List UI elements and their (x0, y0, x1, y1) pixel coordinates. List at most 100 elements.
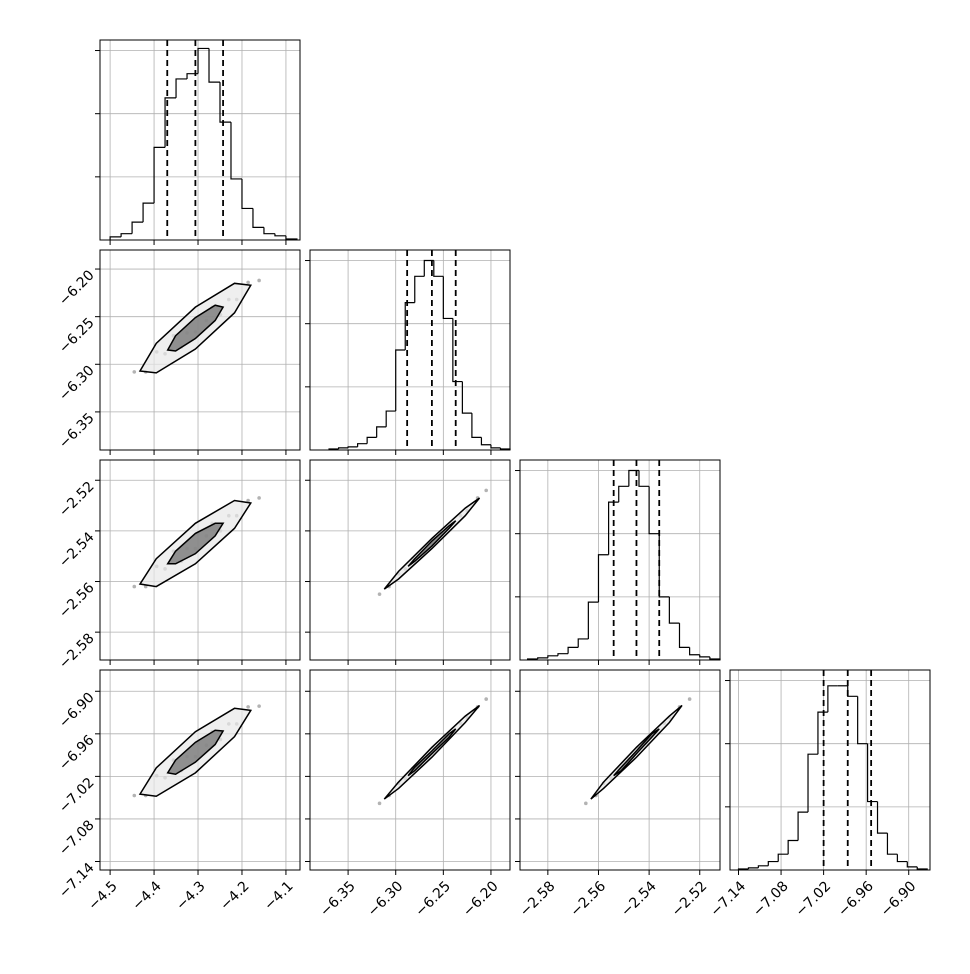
hist-step (537, 657, 548, 659)
hist-step (876, 801, 888, 834)
hist-step (347, 446, 358, 448)
hist-step (847, 685, 858, 697)
x-tick-label: −6.20 (460, 878, 502, 920)
sample-point (132, 793, 137, 798)
hist-step (906, 861, 918, 868)
sample-point (132, 584, 137, 589)
y-tick-label: −6.25 (56, 315, 98, 357)
hist-step (689, 647, 700, 656)
panel-frame (519, 669, 721, 871)
hist-step (587, 601, 599, 639)
hist-step (597, 554, 609, 603)
hist-step (567, 646, 579, 654)
hist-step (461, 381, 472, 414)
hist-step (452, 318, 463, 383)
panel-frame (99, 459, 301, 661)
hist-step (404, 302, 415, 350)
x-tick-label: −7.02 (793, 878, 835, 920)
hist-step (557, 653, 569, 656)
x-tick-label: −2.58 (517, 878, 559, 920)
hist-step (628, 469, 639, 487)
hist-step (658, 533, 670, 598)
panel-frame (309, 459, 511, 661)
hist-step (480, 437, 491, 446)
contour (166, 729, 225, 776)
hist-step (197, 47, 210, 74)
hist-step (827, 685, 838, 713)
sample-point (377, 592, 382, 596)
y-tick-label: −7.08 (56, 817, 98, 859)
hist-step (547, 655, 558, 658)
hist-step (767, 860, 779, 866)
sample-point (132, 370, 137, 374)
sample-point (246, 705, 250, 709)
x-tick-label: −4.1 (261, 878, 296, 913)
hist-step (638, 470, 650, 487)
x-tick-label: −4.5 (85, 878, 120, 913)
hist-step (414, 275, 425, 303)
y-tick-label: −6.30 (56, 363, 98, 405)
x-tick-label: −6.96 (835, 878, 877, 920)
panel-frame (99, 39, 301, 241)
hist-step (142, 202, 155, 223)
hist-step (230, 122, 242, 180)
hist-step (668, 596, 680, 624)
hist-step (618, 485, 629, 503)
sample-point (484, 697, 488, 701)
hist-step (807, 753, 818, 813)
y-tick-label: −6.35 (56, 410, 98, 452)
hist-step (153, 146, 166, 204)
y-tick-label: −7.02 (56, 775, 98, 817)
hist-step (109, 236, 122, 240)
x-tick-label: −2.54 (618, 878, 660, 920)
x-tick-label: −6.25 (412, 878, 454, 920)
hist-step (337, 447, 349, 449)
hist-step (797, 811, 809, 841)
sample-point (257, 704, 261, 708)
hist-step (777, 853, 789, 862)
y-tick-label: −6.96 (56, 732, 98, 774)
contour (166, 522, 225, 565)
x-tick-label: −4.2 (217, 878, 252, 913)
hist-step (699, 654, 710, 658)
hist-step (648, 486, 660, 535)
hist-step (817, 711, 828, 755)
hist-step (916, 866, 928, 870)
x-tick-label: −6.35 (317, 878, 359, 920)
sample-point (484, 488, 488, 493)
hist-step (757, 865, 769, 868)
contour (166, 304, 225, 352)
contour (407, 520, 457, 567)
hist-step (274, 233, 286, 237)
sample-point (377, 801, 382, 806)
hist-step (471, 413, 482, 438)
panel-frame (309, 249, 511, 451)
sample-point (257, 496, 261, 500)
hist-step (678, 623, 690, 648)
hist-step (164, 97, 177, 148)
hist-step (131, 221, 144, 234)
hist-step (357, 443, 368, 447)
hist-step (285, 235, 298, 240)
hist-step (866, 743, 878, 803)
hist-step (423, 259, 434, 277)
contour (613, 728, 660, 777)
sample-point (584, 801, 588, 806)
sample-point (246, 280, 250, 285)
hist-step (376, 426, 387, 438)
x-tick-label: −6.90 (878, 878, 920, 920)
hist-step (747, 867, 759, 869)
hist-step (120, 233, 133, 237)
hist-step (857, 696, 868, 745)
hist-step (395, 349, 406, 412)
hist-step (886, 833, 898, 855)
hist-step (577, 638, 589, 648)
hist-step (896, 854, 908, 863)
hist-step (208, 48, 220, 83)
y-tick-label: −2.58 (56, 630, 98, 672)
x-tick-label: −2.52 (669, 878, 711, 920)
x-tick-label: −4.3 (173, 878, 208, 913)
y-tick-label: −6.90 (56, 690, 98, 732)
x-tick-label: −4.4 (129, 878, 164, 913)
y-tick-label: −2.52 (56, 479, 98, 521)
